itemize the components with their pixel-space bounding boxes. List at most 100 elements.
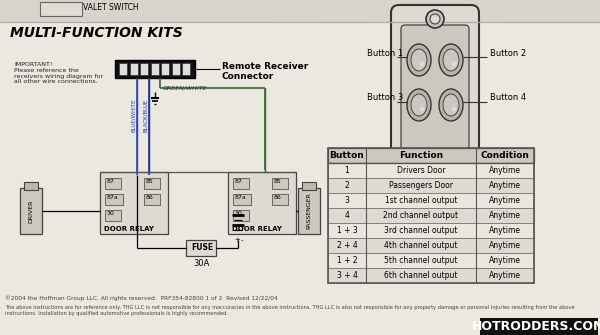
Bar bbox=[105, 178, 121, 189]
Bar bbox=[40, 2, 82, 16]
Bar bbox=[328, 268, 534, 283]
Text: FUSE: FUSE bbox=[191, 243, 213, 252]
Text: Passengers Door: Passengers Door bbox=[389, 181, 453, 190]
Ellipse shape bbox=[411, 94, 427, 116]
Bar bbox=[130, 63, 137, 75]
Bar bbox=[172, 63, 179, 75]
Text: 86: 86 bbox=[274, 195, 282, 200]
Text: Remote Receiver
Connector: Remote Receiver Connector bbox=[222, 62, 308, 81]
Ellipse shape bbox=[439, 89, 463, 121]
Text: 3rd channel output: 3rd channel output bbox=[384, 226, 458, 235]
Text: 4: 4 bbox=[344, 211, 349, 220]
Text: Anytime: Anytime bbox=[489, 241, 521, 250]
Text: 86: 86 bbox=[146, 195, 154, 200]
FancyBboxPatch shape bbox=[401, 25, 469, 153]
Bar bbox=[182, 63, 190, 75]
Text: Anytime: Anytime bbox=[489, 181, 521, 190]
Bar bbox=[328, 223, 534, 238]
Ellipse shape bbox=[443, 49, 459, 71]
Text: 2 + 4: 2 + 4 bbox=[337, 241, 358, 250]
Bar bbox=[233, 210, 249, 221]
Ellipse shape bbox=[419, 62, 425, 67]
Bar bbox=[272, 194, 288, 205]
Bar bbox=[228, 172, 296, 234]
Ellipse shape bbox=[419, 107, 425, 112]
Text: 1 + 2: 1 + 2 bbox=[337, 256, 358, 265]
Text: 5th channel output: 5th channel output bbox=[384, 256, 458, 265]
Text: BLUE/WHITE: BLUE/WHITE bbox=[131, 98, 137, 132]
Text: 4th channel output: 4th channel output bbox=[384, 241, 458, 250]
Text: DOOR RELAY: DOOR RELAY bbox=[104, 226, 154, 232]
Text: VALET SWITCH: VALET SWITCH bbox=[83, 3, 139, 12]
Text: Button 1: Button 1 bbox=[367, 49, 403, 58]
Bar bbox=[119, 63, 127, 75]
Ellipse shape bbox=[426, 10, 444, 28]
Text: 87a: 87a bbox=[235, 195, 247, 200]
Bar bbox=[24, 182, 38, 190]
Text: Button 2: Button 2 bbox=[490, 49, 526, 58]
Text: Anytime: Anytime bbox=[489, 196, 521, 205]
Bar bbox=[328, 193, 534, 208]
Text: Button 3: Button 3 bbox=[367, 93, 403, 103]
Bar bbox=[186, 240, 216, 256]
Bar bbox=[161, 63, 169, 75]
Text: Button 4: Button 4 bbox=[490, 93, 526, 103]
Bar bbox=[140, 63, 148, 75]
Text: Anytime: Anytime bbox=[489, 256, 521, 265]
Text: 1st channel output: 1st channel output bbox=[385, 196, 457, 205]
Bar bbox=[302, 182, 316, 190]
Bar bbox=[328, 238, 534, 253]
Text: 87a: 87a bbox=[107, 195, 119, 200]
Text: IMPORTANT!
Please reference the
receivers wiring diagram for
all other wire conn: IMPORTANT! Please reference the receiver… bbox=[14, 62, 103, 84]
Text: 2nd channel output: 2nd channel output bbox=[383, 211, 458, 220]
Text: 1 + 3: 1 + 3 bbox=[337, 226, 358, 235]
Ellipse shape bbox=[407, 89, 431, 121]
Text: Anytime: Anytime bbox=[489, 211, 521, 220]
Bar bbox=[298, 188, 320, 234]
FancyBboxPatch shape bbox=[391, 5, 479, 161]
Ellipse shape bbox=[452, 62, 457, 67]
Text: 6th channel output: 6th channel output bbox=[384, 271, 458, 280]
Text: 30A: 30A bbox=[193, 259, 209, 268]
Text: 3: 3 bbox=[344, 196, 349, 205]
Text: BLACK/BLUE: BLACK/BLUE bbox=[143, 98, 149, 132]
Text: HOTRODDERS.COM: HOTRODDERS.COM bbox=[472, 320, 600, 333]
Text: 30: 30 bbox=[235, 211, 243, 216]
Ellipse shape bbox=[439, 44, 463, 76]
Text: Button: Button bbox=[329, 151, 364, 160]
Text: 30: 30 bbox=[107, 211, 115, 216]
Bar bbox=[144, 178, 160, 189]
Text: The above instructions are for reference only. THG LLC is not responsible for an: The above instructions are for reference… bbox=[5, 305, 575, 316]
Text: 87: 87 bbox=[235, 179, 243, 184]
Text: DRIVER: DRIVER bbox=[29, 199, 34, 223]
Bar bbox=[328, 253, 534, 268]
Text: Function: Function bbox=[399, 151, 443, 160]
Bar bbox=[105, 194, 123, 205]
Ellipse shape bbox=[443, 94, 459, 116]
Text: -: - bbox=[241, 237, 244, 243]
Bar bbox=[115, 60, 195, 78]
Bar bbox=[328, 208, 534, 223]
Bar bbox=[233, 178, 249, 189]
Text: GREEN/WHITE: GREEN/WHITE bbox=[163, 86, 208, 91]
Bar bbox=[233, 194, 251, 205]
Bar bbox=[328, 148, 534, 163]
Text: 1: 1 bbox=[344, 166, 349, 175]
Bar bbox=[105, 210, 121, 221]
Bar bbox=[151, 63, 158, 75]
Text: Drivers Door: Drivers Door bbox=[397, 166, 445, 175]
Text: Anytime: Anytime bbox=[489, 166, 521, 175]
Bar bbox=[480, 318, 598, 335]
Ellipse shape bbox=[430, 14, 440, 24]
Bar bbox=[0, 0, 600, 22]
Text: 2: 2 bbox=[344, 181, 349, 190]
Ellipse shape bbox=[452, 107, 457, 112]
Text: ©2004 the Hoffman Group LLC. All rights reserved.  PRF354-82800 1 of 2  Revised : ©2004 the Hoffman Group LLC. All rights … bbox=[5, 295, 278, 300]
Bar bbox=[100, 172, 168, 234]
Bar bbox=[272, 178, 288, 189]
Text: PASSENGER: PASSENGER bbox=[307, 193, 311, 229]
Text: 85: 85 bbox=[146, 179, 154, 184]
Bar bbox=[328, 163, 534, 178]
Ellipse shape bbox=[411, 49, 427, 71]
Text: 87: 87 bbox=[107, 179, 115, 184]
